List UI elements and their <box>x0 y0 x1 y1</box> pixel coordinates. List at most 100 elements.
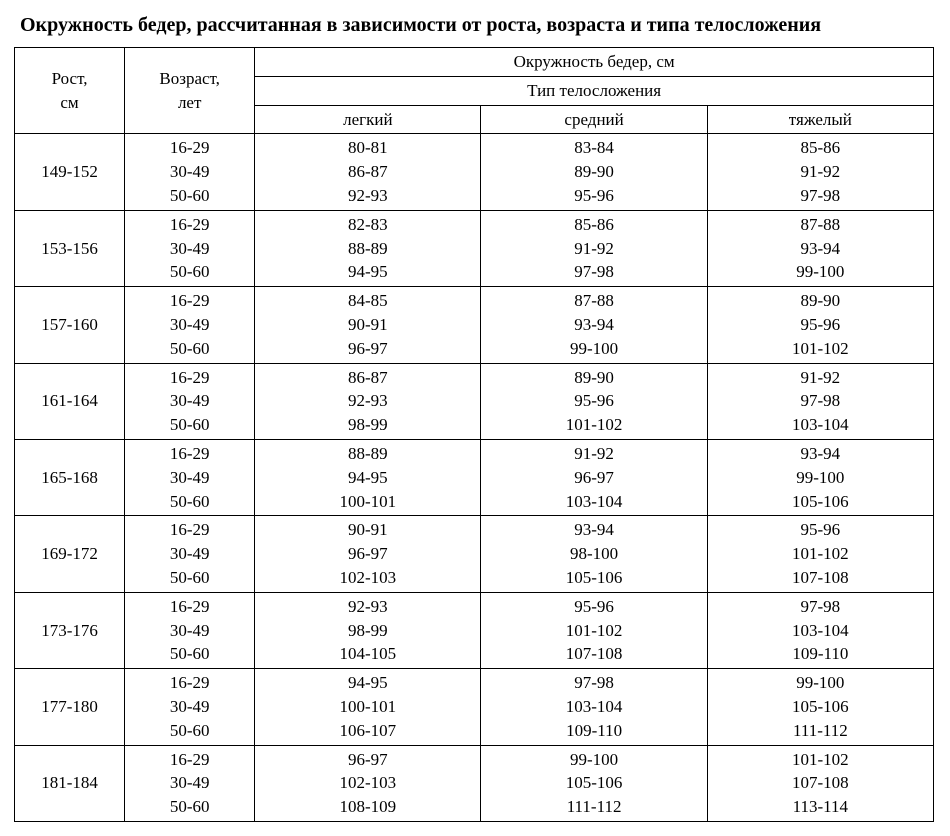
cell-medium-value: 105-106 <box>481 771 706 795</box>
cell-light: 80-8186-8792-93 <box>255 134 481 210</box>
cell-age-value: 30-49 <box>125 237 254 261</box>
cell-age-value: 50-60 <box>125 642 254 666</box>
cell-age-value: 16-29 <box>125 366 254 390</box>
cell-light-value: 106-107 <box>255 719 480 743</box>
cell-light-value: 88-89 <box>255 237 480 261</box>
cell-medium-value: 109-110 <box>481 719 706 743</box>
cell-age-value: 50-60 <box>125 260 254 284</box>
cell-light-value: 80-81 <box>255 136 480 160</box>
cell-medium-value: 93-94 <box>481 313 706 337</box>
cell-medium-value: 99-100 <box>481 748 706 772</box>
cell-medium-value: 83-84 <box>481 136 706 160</box>
table-row: 149-15216-2930-4950-6080-8186-8792-9383-… <box>15 134 934 210</box>
cell-medium-value: 91-92 <box>481 237 706 261</box>
cell-light-value: 96-97 <box>255 337 480 361</box>
table-row: 173-17616-2930-4950-6092-9398-99104-1059… <box>15 592 934 668</box>
cell-heavy-value: 105-106 <box>708 490 933 514</box>
cell-age-value: 16-29 <box>125 595 254 619</box>
cell-heavy-value: 101-102 <box>708 542 933 566</box>
cell-heavy-value: 99-100 <box>708 671 933 695</box>
cell-light: 94-95100-101106-107 <box>255 669 481 745</box>
cell-light-value: 104-105 <box>255 642 480 666</box>
cell-heavy-value: 97-98 <box>708 389 933 413</box>
cell-medium-value: 97-98 <box>481 671 706 695</box>
cell-heavy-value: 113-114 <box>708 795 933 819</box>
header-heavy: тяжелый <box>707 105 933 134</box>
cell-light-value: 86-87 <box>255 160 480 184</box>
page-title: Окружность бедер, рассчитанная в зависим… <box>20 14 936 37</box>
cell-medium-value: 96-97 <box>481 466 706 490</box>
header-age: Возраст,лет <box>125 48 255 134</box>
cell-medium-value: 87-88 <box>481 289 706 313</box>
cell-age-value: 50-60 <box>125 719 254 743</box>
cell-age-value: 50-60 <box>125 490 254 514</box>
cell-age-value: 16-29 <box>125 748 254 772</box>
cell-heavy-value: 89-90 <box>708 289 933 313</box>
cell-medium: 95-96101-102107-108 <box>481 592 707 668</box>
cell-heavy: 97-98103-104109-110 <box>707 592 933 668</box>
cell-age: 16-2930-4950-60 <box>125 669 255 745</box>
cell-medium: 93-9498-100105-106 <box>481 516 707 592</box>
cell-height: 173-176 <box>15 592 125 668</box>
cell-height: 181-184 <box>15 745 125 821</box>
cell-age-value: 50-60 <box>125 337 254 361</box>
cell-medium-value: 91-92 <box>481 442 706 466</box>
header-bodytype: Тип телосложения <box>255 76 934 105</box>
cell-heavy-value: 101-102 <box>708 748 933 772</box>
cell-medium-value: 111-112 <box>481 795 706 819</box>
cell-light-value: 90-91 <box>255 313 480 337</box>
cell-height: 161-164 <box>15 363 125 439</box>
header-height: Рост,см <box>15 48 125 134</box>
cell-age-value: 16-29 <box>125 289 254 313</box>
cell-age-value: 30-49 <box>125 160 254 184</box>
cell-medium-value: 85-86 <box>481 213 706 237</box>
cell-medium-value: 98-100 <box>481 542 706 566</box>
cell-age-value: 30-49 <box>125 771 254 795</box>
cell-medium-value: 105-106 <box>481 566 706 590</box>
cell-light: 90-9196-97102-103 <box>255 516 481 592</box>
cell-age-value: 30-49 <box>125 542 254 566</box>
cell-light-value: 100-101 <box>255 695 480 719</box>
cell-age-value: 50-60 <box>125 184 254 208</box>
cell-age-value: 30-49 <box>125 466 254 490</box>
cell-heavy-value: 105-106 <box>708 695 933 719</box>
cell-medium: 83-8489-9095-96 <box>481 134 707 210</box>
cell-medium-value: 89-90 <box>481 366 706 390</box>
cell-medium-value: 101-102 <box>481 413 706 437</box>
cell-light-value: 92-93 <box>255 184 480 208</box>
cell-height: 149-152 <box>15 134 125 210</box>
cell-light-value: 86-87 <box>255 366 480 390</box>
table-row: 157-16016-2930-4950-6084-8590-9196-9787-… <box>15 287 934 363</box>
cell-heavy-value: 97-98 <box>708 595 933 619</box>
hip-circumference-table: Рост,см Возраст,лет Окружность бедер, см… <box>14 47 934 822</box>
table-row: 181-18416-2930-4950-6096-97102-103108-10… <box>15 745 934 821</box>
table-row: 161-16416-2930-4950-6086-8792-9398-9989-… <box>15 363 934 439</box>
cell-heavy-value: 103-104 <box>708 413 933 437</box>
cell-light: 92-9398-99104-105 <box>255 592 481 668</box>
cell-height: 169-172 <box>15 516 125 592</box>
cell-light-value: 84-85 <box>255 289 480 313</box>
cell-age-value: 50-60 <box>125 566 254 590</box>
cell-height: 177-180 <box>15 669 125 745</box>
cell-age: 16-2930-4950-60 <box>125 592 255 668</box>
cell-light-value: 96-97 <box>255 748 480 772</box>
cell-heavy-value: 99-100 <box>708 260 933 284</box>
cell-light-value: 90-91 <box>255 518 480 542</box>
cell-heavy: 85-8691-9297-98 <box>707 134 933 210</box>
cell-medium-value: 95-96 <box>481 595 706 619</box>
table-row: 177-18016-2930-4950-6094-95100-101106-10… <box>15 669 934 745</box>
cell-medium: 99-100105-106111-112 <box>481 745 707 821</box>
cell-heavy-value: 103-104 <box>708 619 933 643</box>
cell-age-value: 16-29 <box>125 442 254 466</box>
cell-medium-value: 89-90 <box>481 160 706 184</box>
cell-age-value: 50-60 <box>125 413 254 437</box>
cell-light: 82-8388-8994-95 <box>255 210 481 286</box>
cell-light-value: 94-95 <box>255 260 480 284</box>
cell-light-value: 94-95 <box>255 466 480 490</box>
cell-age-value: 30-49 <box>125 619 254 643</box>
cell-heavy-value: 111-112 <box>708 719 933 743</box>
cell-age: 16-2930-4950-60 <box>125 745 255 821</box>
cell-heavy-value: 93-94 <box>708 442 933 466</box>
cell-heavy-value: 91-92 <box>708 366 933 390</box>
cell-light: 84-8590-9196-97 <box>255 287 481 363</box>
